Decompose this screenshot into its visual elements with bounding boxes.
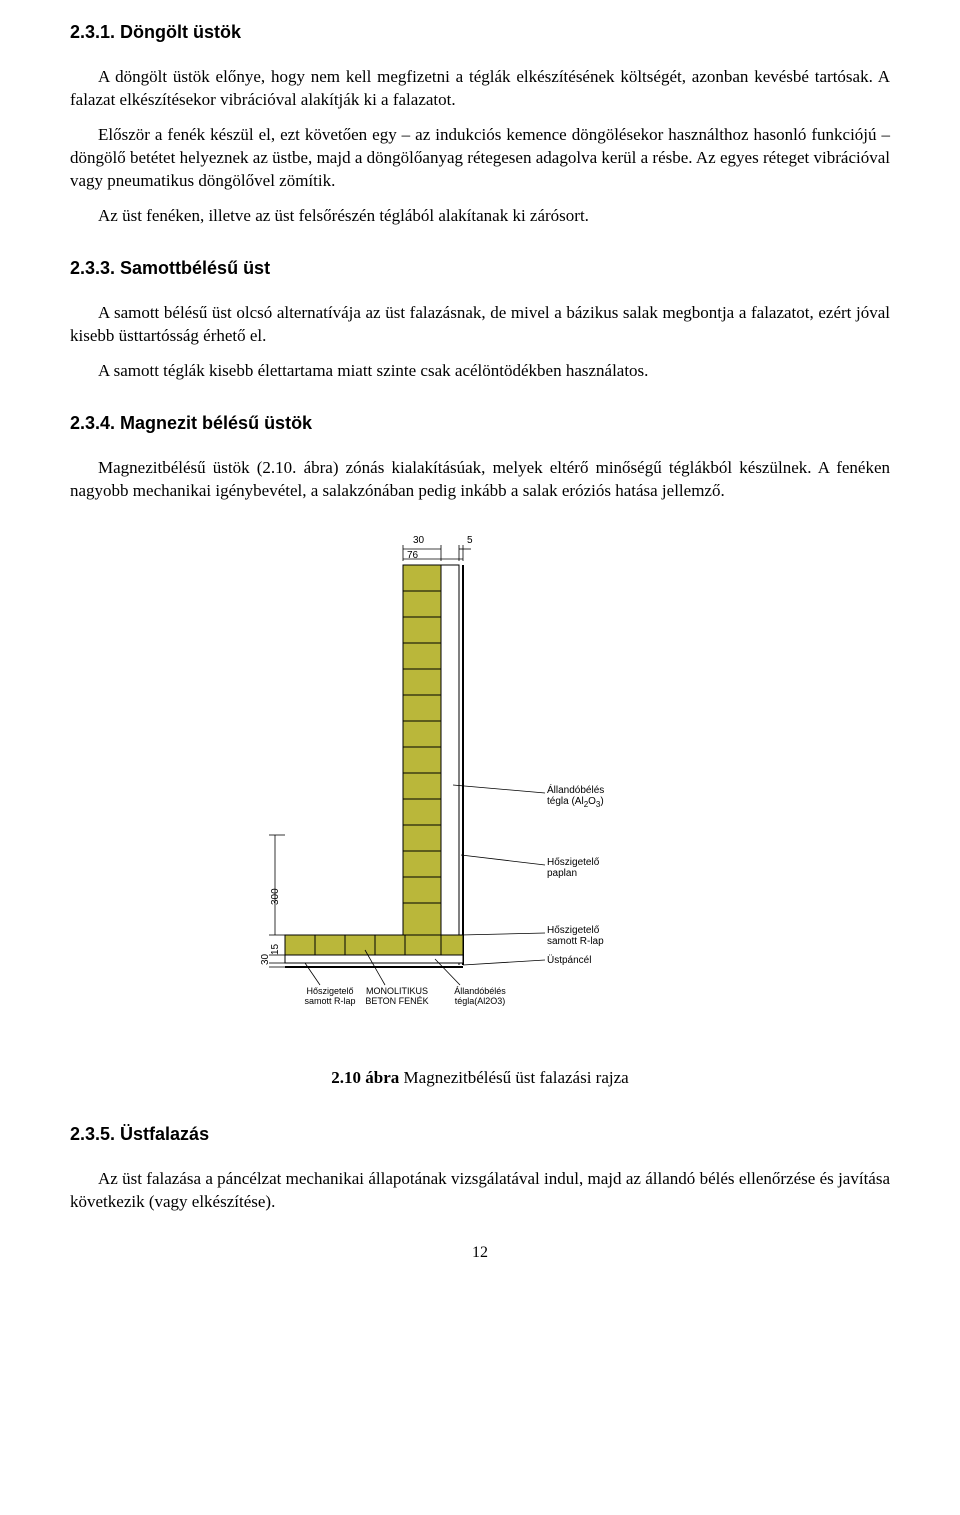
para: Az üst fenéken, illetve az üst felsőrész…: [70, 205, 890, 228]
figure-2-10: 30 5 76 300 15 30 Állandóbélés tégla (Al…: [70, 535, 890, 1045]
diagram-svg: [245, 535, 715, 1045]
callout-hoszigetelo-paplan: Hőszigetelő paplan: [547, 857, 599, 879]
page-number: 12: [70, 1242, 890, 1264]
dim-76-top: 76: [407, 549, 418, 563]
callout-ustpancel: Üstpáncél: [547, 955, 591, 966]
figure-inner: 30 5 76 300 15 30 Állandóbélés tégla (Al…: [245, 535, 715, 1045]
dim-30-top: 30: [413, 534, 424, 548]
callout-hoszigetelo-rlap-bottom: Hőszigetelő samott R-lap: [295, 987, 365, 1007]
callout-allandobeles-bottom: Állandóbélés tégla(Al2O3): [440, 987, 520, 1007]
para: A samott bélésű üst olcsó alternatívája …: [70, 302, 890, 348]
para: A samott téglák kisebb élettartama miatt…: [70, 360, 890, 383]
section-2-3-5: 2.3.5. Üstfalazás Az üst falazása a pánc…: [70, 1122, 890, 1214]
section-2-3-3: 2.3.3. Samottbélésű üst A samott bélésű …: [70, 256, 890, 383]
heading-2-3-1: 2.3.1. Döngölt üstök: [70, 20, 890, 44]
para: Magnezitbélésű üstök (2.10. ábra) zónás …: [70, 457, 890, 503]
para: Az üst falazása a páncélzat mechanikai á…: [70, 1168, 890, 1214]
section-2-3-1: 2.3.1. Döngölt üstök A döngölt üstök elő…: [70, 20, 890, 228]
heading-2-3-5: 2.3.5. Üstfalazás: [70, 1122, 890, 1146]
dim-300-left: 300: [269, 889, 283, 906]
callout-hoszigetelo-rlap-side: Hőszigetelő samott R-lap: [547, 925, 604, 947]
heading-2-3-3: 2.3.3. Samottbélésű üst: [70, 256, 890, 280]
section-2-3-4: 2.3.4. Magnezit bélésű üstök Magnezitbél…: [70, 411, 890, 503]
callout-monolitikus: MONOLITIKUS BETON FENÉK: [357, 987, 437, 1007]
dim-30-left: 30: [259, 954, 273, 965]
figure-caption: 2.10 ábra Magnezitbélésű üst falazási ra…: [70, 1067, 890, 1090]
para: Először a fenék készül el, ezt követően …: [70, 124, 890, 193]
heading-2-3-4: 2.3.4. Magnezit bélésű üstök: [70, 411, 890, 435]
para: A döngölt üstök előnye, hogy nem kell me…: [70, 66, 890, 112]
callout-allandobeles-wall: Állandóbélés tégla (Al2O3): [547, 785, 604, 810]
dim-5-top: 5: [467, 534, 473, 548]
